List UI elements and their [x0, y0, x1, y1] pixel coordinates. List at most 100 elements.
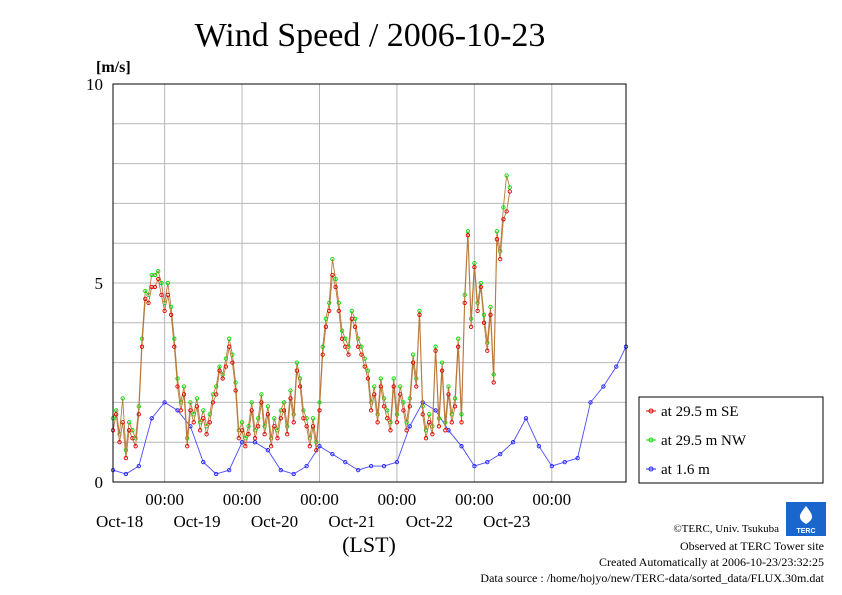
data-point: [352, 324, 358, 329]
series-1: [110, 189, 512, 461]
data-point: [485, 348, 490, 353]
data-point: [317, 408, 322, 413]
data-point: [343, 344, 348, 349]
data-point: [162, 400, 167, 405]
data-point: [420, 412, 425, 417]
data-point: [278, 416, 283, 421]
data-point: [343, 459, 348, 465]
data-point: [185, 444, 190, 449]
data-point: [439, 368, 445, 373]
data-point: [459, 444, 464, 449]
chart-title: Wind Speed / 2006-10-23: [195, 17, 546, 54]
data-point: [162, 308, 167, 314]
data-point: [468, 324, 474, 329]
x-tick-date: Oct-23: [483, 512, 530, 531]
data-point: [126, 420, 132, 425]
data-point: [375, 412, 380, 417]
data-point: [201, 408, 206, 413]
data-point: [143, 296, 148, 302]
y-axis-label: [m/s]: [96, 59, 131, 76]
data-point: [372, 384, 377, 389]
data-point: [394, 420, 400, 425]
data-point: [249, 408, 254, 413]
data-point: [407, 404, 412, 409]
legend-marker: [648, 408, 654, 414]
data-point: [394, 412, 400, 417]
data-point: [152, 272, 158, 278]
data-point: [336, 300, 341, 306]
data-point: [504, 173, 509, 178]
data-point: [204, 432, 209, 437]
data-point: [388, 420, 393, 425]
data-point: [272, 416, 277, 421]
data-point: [159, 292, 164, 298]
data-point: [349, 308, 354, 314]
data-point: [446, 384, 451, 389]
data-point: [239, 420, 245, 425]
data-point: [239, 440, 245, 445]
data-point: [194, 404, 200, 409]
footer-observed: Observed at TERC Tower site: [680, 539, 824, 553]
data-point: [133, 444, 138, 449]
data-point: [175, 376, 180, 381]
data-point: [114, 408, 119, 413]
data-point: [291, 471, 296, 477]
data-point: [446, 392, 451, 397]
data-point: [139, 344, 145, 349]
data-point: [427, 412, 432, 417]
x-tick-time: 00:00: [455, 490, 494, 509]
y-tick-label: 5: [95, 274, 104, 293]
data-point: [501, 205, 506, 210]
data-point: [330, 256, 335, 262]
data-point: [152, 284, 158, 290]
data-point: [181, 384, 187, 389]
data-point: [159, 280, 164, 286]
series-3: [110, 344, 629, 477]
data-point: [285, 424, 290, 429]
data-point: [462, 300, 467, 306]
data-point: [281, 408, 287, 413]
data-point: [452, 404, 458, 409]
series-line: [112, 191, 511, 459]
data-point: [294, 368, 300, 373]
data-point: [227, 344, 232, 349]
data-point: [288, 396, 293, 401]
data-point: [294, 360, 300, 365]
data-point: [191, 420, 196, 425]
data-point: [427, 420, 432, 425]
data-point: [123, 471, 129, 477]
y-ticks: 0 5 10: [86, 75, 103, 492]
data-point: [475, 300, 480, 306]
data-point: [201, 416, 206, 421]
x-ticks: 00:00Oct-1800:00Oct-1900:00Oct-2000:00Oc…: [96, 490, 571, 531]
data-point: [465, 233, 471, 238]
data-point: [368, 463, 374, 469]
data-point: [201, 459, 206, 465]
data-point: [430, 432, 435, 437]
x-tick-date: Oct-19: [173, 512, 220, 531]
data-point: [123, 448, 129, 453]
data-point: [143, 288, 148, 294]
data-point: [249, 400, 254, 405]
x-tick-date: Oct-18: [96, 512, 143, 531]
x-tick-time: 00:00: [532, 490, 571, 509]
data-point: [330, 272, 335, 278]
data-point: [365, 376, 371, 381]
data-point: [317, 444, 322, 449]
data-point: [178, 408, 183, 413]
data-point: [285, 432, 290, 437]
data-point: [291, 420, 296, 425]
data-point: [575, 455, 580, 461]
data-point: [339, 336, 345, 341]
data-point: [214, 471, 219, 477]
data-point: [381, 404, 387, 409]
data-point: [246, 432, 251, 437]
data-point: [165, 292, 170, 298]
data-point: [149, 416, 154, 421]
x-axis-label: (LST): [342, 532, 396, 557]
x-tick-date: Oct-21: [328, 512, 375, 531]
legend-label: at 1.6 m: [661, 462, 710, 478]
data-point: [472, 463, 477, 469]
data-point: [259, 392, 264, 397]
